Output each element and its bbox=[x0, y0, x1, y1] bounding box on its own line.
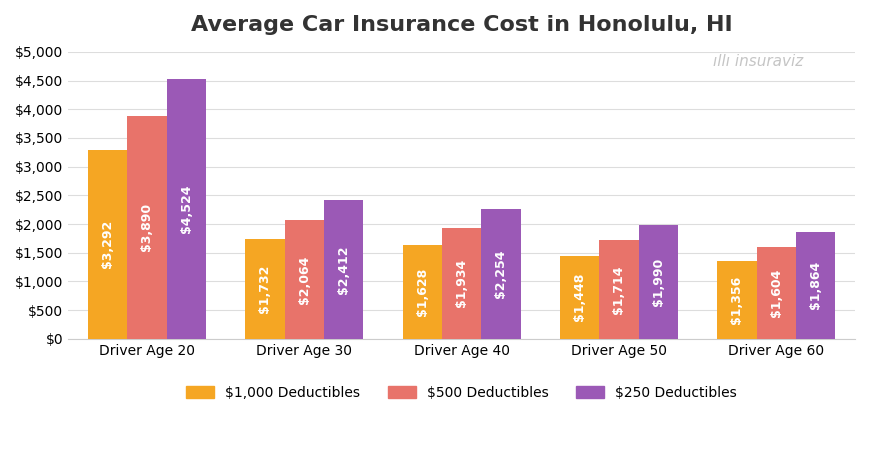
Text: ıllı insuraviz: ıllı insuraviz bbox=[713, 54, 803, 69]
Bar bbox=[481, 209, 520, 339]
Text: $1,732: $1,732 bbox=[258, 265, 271, 313]
Bar bbox=[756, 247, 795, 339]
Text: $2,254: $2,254 bbox=[494, 250, 507, 298]
Text: $1,604: $1,604 bbox=[769, 269, 782, 317]
Bar bbox=[599, 240, 638, 339]
Bar bbox=[638, 225, 677, 339]
Text: $1,990: $1,990 bbox=[651, 257, 664, 306]
Legend: $1,000 Deductibles, $500 Deductibles, $250 Deductibles: $1,000 Deductibles, $500 Deductibles, $2… bbox=[181, 380, 741, 405]
Text: $1,714: $1,714 bbox=[612, 266, 625, 314]
Text: $1,934: $1,934 bbox=[454, 259, 468, 307]
Text: $1,448: $1,448 bbox=[573, 273, 586, 321]
Text: $1,628: $1,628 bbox=[415, 268, 428, 316]
Title: Average Car Insurance Cost in Honolulu, HI: Average Car Insurance Cost in Honolulu, … bbox=[190, 15, 732, 35]
Bar bbox=[284, 220, 323, 339]
Text: $4,524: $4,524 bbox=[180, 185, 193, 233]
Bar bbox=[795, 232, 834, 339]
Bar bbox=[560, 256, 599, 339]
Bar bbox=[127, 116, 166, 339]
Bar bbox=[717, 261, 756, 339]
Bar bbox=[166, 79, 206, 339]
Bar bbox=[323, 200, 363, 339]
Bar bbox=[88, 150, 127, 339]
Text: $3,292: $3,292 bbox=[101, 220, 114, 269]
Text: $2,064: $2,064 bbox=[297, 256, 310, 304]
Bar bbox=[245, 239, 284, 339]
Text: $2,412: $2,412 bbox=[336, 245, 349, 294]
Text: $1,356: $1,356 bbox=[730, 276, 743, 324]
Text: $3,890: $3,890 bbox=[140, 203, 153, 251]
Text: $1,864: $1,864 bbox=[808, 261, 821, 310]
Bar bbox=[441, 228, 481, 339]
Bar bbox=[402, 245, 441, 339]
